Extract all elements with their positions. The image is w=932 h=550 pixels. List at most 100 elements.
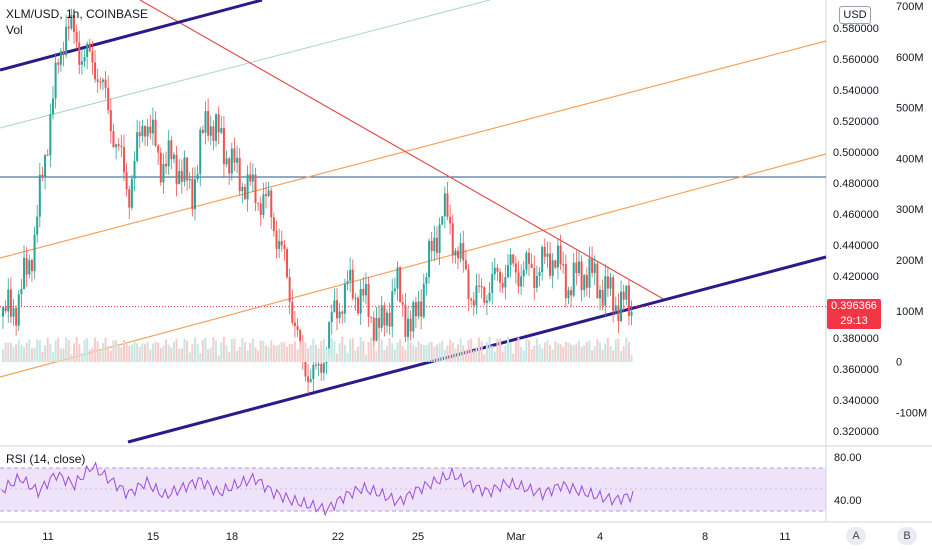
candle-body <box>588 258 591 288</box>
volume-tick-label: -100M <box>896 407 927 419</box>
volume-bar <box>167 344 170 362</box>
volume-bar <box>391 343 394 362</box>
candle-body <box>112 131 115 148</box>
candle-body <box>420 301 423 317</box>
volume-bar <box>207 349 210 362</box>
candle-body <box>94 62 97 80</box>
volume-bar <box>591 350 594 362</box>
candle-body <box>407 318 410 337</box>
candle-body <box>509 254 512 266</box>
last-price-value: 0.396366 <box>831 300 877 312</box>
candle-body <box>599 289 602 299</box>
volume-bar <box>535 338 538 362</box>
candle-body <box>51 98 54 115</box>
candle-body <box>151 119 154 134</box>
candle-body <box>543 246 546 257</box>
volume-bar <box>370 337 373 362</box>
candle-body <box>259 203 262 216</box>
candle-body <box>349 269 352 281</box>
volume-bar <box>80 353 83 362</box>
candle-body <box>109 110 112 132</box>
volume-bar <box>2 349 4 362</box>
volume-bar <box>575 343 578 362</box>
candle-body <box>49 114 52 156</box>
candle-body <box>546 253 549 257</box>
volume-bar <box>299 344 302 362</box>
volume-bar <box>249 342 252 362</box>
candle-body <box>606 276 609 289</box>
candle-body <box>570 290 573 296</box>
candle-body <box>346 280 349 284</box>
candle-body <box>322 363 325 373</box>
volume-bar <box>388 338 391 362</box>
volume-bar <box>549 345 552 362</box>
rsi-line <box>1 461 634 517</box>
volume-bar <box>396 342 399 362</box>
candle-body <box>554 260 557 268</box>
rsi-tick-label: 80.00 <box>834 452 862 464</box>
candle-body <box>38 174 41 217</box>
volume-bar <box>506 337 509 362</box>
volume-bar <box>236 350 239 362</box>
candle-body <box>101 79 104 82</box>
candle-body <box>220 127 223 133</box>
volume-bar <box>101 343 104 362</box>
volume-bar <box>359 337 362 362</box>
candle-body <box>556 245 559 268</box>
candle-body <box>549 253 552 276</box>
candle-body <box>551 260 554 276</box>
volume-bar <box>109 351 112 362</box>
candle-body <box>20 288 23 295</box>
volume-bar <box>456 344 459 362</box>
auto-scale-button[interactable]: A <box>846 527 866 545</box>
candle-body <box>86 43 89 58</box>
volume-bar <box>525 338 528 362</box>
candle-body <box>78 42 81 65</box>
candle-body <box>59 51 62 65</box>
volume-bar <box>612 350 615 362</box>
price-tick-label: 0.560000 <box>833 54 879 66</box>
candle-body <box>393 288 396 292</box>
volume-bar <box>462 345 465 362</box>
volume-bar <box>23 346 26 362</box>
volume-bar <box>265 345 267 362</box>
candle-body <box>246 174 249 200</box>
symbol-title[interactable]: XLM/USD, 1h, COINBASE <box>6 7 149 21</box>
candle-body <box>422 283 425 317</box>
volume-bar <box>588 340 591 362</box>
volume-bar <box>585 342 588 362</box>
candle-body <box>391 291 394 327</box>
rsi-label[interactable]: RSI (14, close) <box>6 452 86 466</box>
candle-body <box>154 119 157 146</box>
currency-button[interactable]: USD <box>839 6 871 24</box>
candle-body <box>159 152 162 183</box>
volume-bar <box>336 353 339 362</box>
b-button[interactable]: B <box>897 527 917 545</box>
candle-body <box>330 311 333 323</box>
volume-bar <box>328 348 331 362</box>
candle-body <box>333 300 336 312</box>
volume-bar <box>317 348 320 362</box>
candle-body <box>512 254 515 264</box>
candle-body <box>270 190 273 218</box>
volume-bar <box>307 348 310 362</box>
candle-body <box>2 307 4 317</box>
candle-body <box>267 190 270 197</box>
volume-bar <box>225 345 228 362</box>
candle-body <box>178 171 181 185</box>
volume-label[interactable]: Vol <box>6 23 23 37</box>
candle-body <box>209 126 212 136</box>
volume-bar <box>86 338 89 362</box>
volume-tick-label: 500M <box>896 103 924 115</box>
volume-bar <box>428 342 431 362</box>
candle-body <box>88 43 91 52</box>
volume-bar <box>354 350 357 362</box>
candle-body <box>593 263 596 273</box>
volume-bar <box>286 346 289 362</box>
volume-tick-label: 200M <box>896 255 924 267</box>
volume-bar <box>33 347 36 362</box>
candle-body <box>120 145 123 148</box>
channel-line-orange-upper <box>0 40 827 259</box>
candle-body <box>46 155 49 157</box>
